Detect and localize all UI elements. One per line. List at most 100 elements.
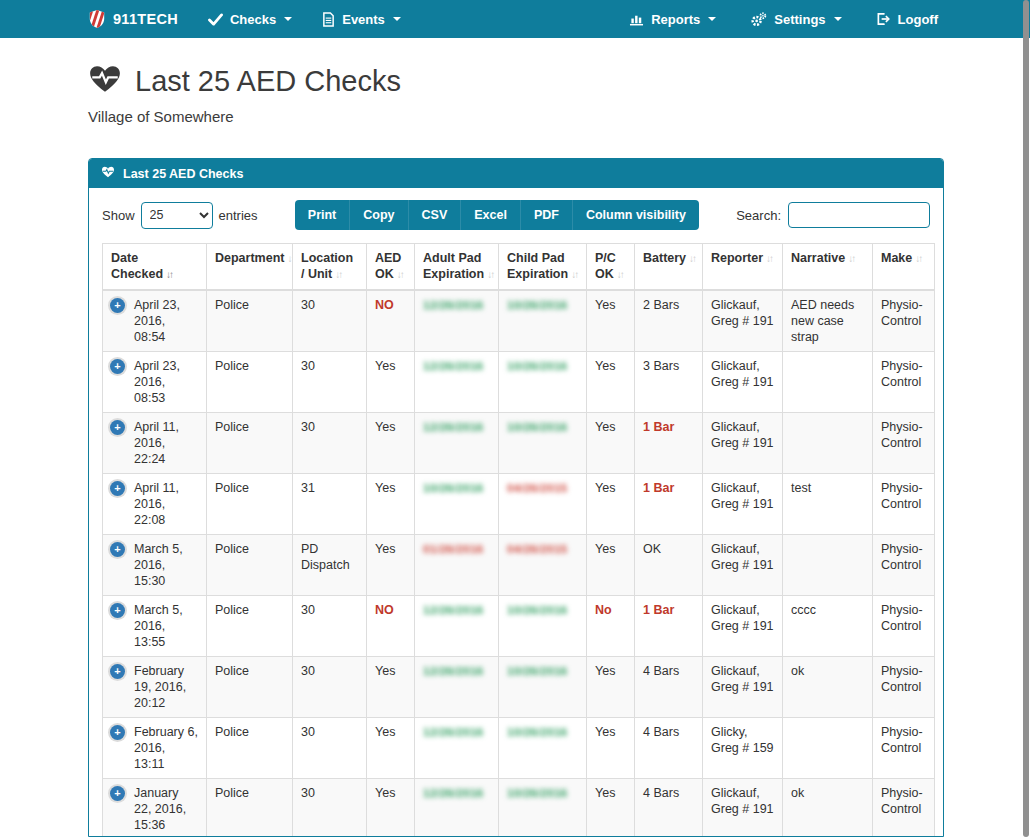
cell-narrative: ok	[783, 779, 873, 837]
plus-circle-icon[interactable]: +	[110, 420, 125, 435]
cell-date-checked: +April 11, 2016, 22:24	[103, 413, 207, 474]
cell-location-unit: PD Dispatch	[293, 535, 367, 596]
battery-value: 1 Bar	[643, 420, 674, 434]
dt-button-excel[interactable]: Excel	[460, 200, 520, 230]
cell-reporter: Glickauf, Greg # 191	[703, 535, 783, 596]
aed-ok-value: Yes	[375, 786, 395, 800]
cell-make: Physio-Control	[873, 779, 935, 837]
table-header-row: Date Checked↓↑Department↓↑Location / Uni…	[103, 244, 935, 291]
battery-value: 4 Bars	[643, 786, 679, 800]
chevron-down-icon	[393, 17, 401, 21]
brand-link[interactable]: 911TECH	[88, 9, 178, 29]
column-header-narrative[interactable]: Narrative↓↑	[783, 244, 873, 291]
dt-button-print[interactable]: Print	[295, 200, 349, 230]
aed-ok-value: Yes	[375, 542, 395, 556]
column-header-date-checked[interactable]: Date Checked↓↑	[103, 244, 207, 291]
nav-settings[interactable]: Settings	[750, 12, 841, 27]
battery-value: 1 Bar	[643, 481, 674, 495]
battery-value: 4 Bars	[643, 664, 679, 678]
pc-ok-value: Yes	[595, 420, 615, 434]
nav-checks-label: Checks	[230, 12, 276, 27]
heart-pulse-icon	[88, 64, 122, 98]
column-header-pc-ok[interactable]: P/C OK↓↑	[587, 244, 635, 291]
cell-child-pad-expiration: 10/26/2016	[499, 290, 587, 352]
cell-location-unit: 30	[293, 779, 367, 837]
column-header-reporter[interactable]: Reporter↓↑	[703, 244, 783, 291]
aed-ok-value: Yes	[375, 359, 395, 373]
plus-circle-icon[interactable]: +	[110, 542, 125, 557]
brand-label: 911TECH	[113, 11, 178, 27]
nav-reports[interactable]: Reports	[629, 12, 716, 27]
plus-circle-icon[interactable]: +	[110, 664, 125, 679]
date-checked-value: March 5, 2016, 15:30	[134, 542, 183, 588]
cell-location-unit: 30	[293, 352, 367, 413]
cell-date-checked: +April 23, 2016, 08:54	[103, 290, 207, 352]
table-row: +March 5, 2016, 13:55Police30NO12/26/201…	[103, 596, 935, 657]
cell-narrative	[783, 413, 873, 474]
column-header-department[interactable]: Department↓↑	[207, 244, 293, 291]
child-pad-date: 10/26/2016	[507, 421, 568, 433]
cell-aed-ok: Yes	[367, 535, 415, 596]
nav-events[interactable]: Events	[322, 12, 401, 27]
child-pad-date: 10/26/2016	[507, 787, 568, 799]
child-pad-date: 04/26/2015	[507, 482, 568, 494]
cell-date-checked: +April 23, 2016, 08:53	[103, 352, 207, 413]
plus-circle-icon[interactable]: +	[110, 298, 125, 313]
chevron-down-icon	[708, 17, 716, 21]
cell-location-unit: 30	[293, 413, 367, 474]
plus-circle-icon[interactable]: +	[110, 725, 125, 740]
column-header-child-pad-expiration[interactable]: Child Pad Expiration↓↑	[499, 244, 587, 291]
heart-pulse-icon	[101, 166, 115, 181]
cell-location-unit: 30	[293, 596, 367, 657]
cell-reporter: Glickauf, Greg # 191	[703, 596, 783, 657]
cell-reporter: Glickauf, Greg # 191	[703, 413, 783, 474]
aed-ok-value: NO	[375, 603, 394, 617]
dt-button-pdf[interactable]: PDF	[520, 200, 572, 230]
adult-pad-date: 12/26/2016	[423, 604, 484, 616]
plus-circle-icon[interactable]: +	[110, 786, 125, 801]
cell-pc-ok: Yes	[587, 290, 635, 352]
column-header-aed-ok[interactable]: AED OK↓↑	[367, 244, 415, 291]
cell-make: Physio-Control	[873, 290, 935, 352]
aed-checks-table: Date Checked↓↑Department↓↑Location / Uni…	[102, 243, 935, 837]
cell-make: Physio-Control	[873, 352, 935, 413]
table-row: +January 22, 2016, 15:36Police30Yes12/26…	[103, 779, 935, 837]
vertical-scrollbar[interactable]	[1023, 0, 1029, 837]
cell-department: Police	[207, 413, 293, 474]
cell-department: Police	[207, 290, 293, 352]
plus-circle-icon[interactable]: +	[110, 603, 125, 618]
table-row: +February 19, 2016, 20:12Police30Yes12/2…	[103, 657, 935, 718]
plus-circle-icon[interactable]: +	[110, 359, 125, 374]
column-header-make[interactable]: Make↓↑	[873, 244, 935, 291]
bar-chart-icon	[629, 12, 644, 26]
cell-make: Physio-Control	[873, 413, 935, 474]
shield-logo-icon	[88, 9, 106, 29]
check-icon	[208, 13, 223, 26]
nav-logoff[interactable]: Logoff	[876, 12, 938, 27]
nav-checks[interactable]: Checks	[208, 12, 292, 27]
dt-button-csv[interactable]: CSV	[408, 200, 461, 230]
cell-department: Police	[207, 657, 293, 718]
cell-adult-pad-expiration: 12/26/2016	[415, 352, 499, 413]
cell-narrative: AED needs new case strap	[783, 290, 873, 352]
column-header-adult-pad-expiration[interactable]: Adult Pad Expiration↓↑	[415, 244, 499, 291]
cell-pc-ok: Yes	[587, 779, 635, 837]
date-checked-value: February 19, 2016, 20:12	[134, 664, 186, 710]
cell-department: Police	[207, 474, 293, 535]
dt-button-copy[interactable]: Copy	[349, 200, 407, 230]
page-title: Last 25 AED Checks	[135, 65, 401, 98]
adult-pad-date: 12/26/2016	[423, 299, 484, 311]
panel-header: Last 25 AED Checks	[89, 159, 943, 188]
search-input[interactable]	[788, 202, 930, 228]
dt-button-column-visibility[interactable]: Column visibility	[572, 200, 699, 230]
plus-circle-icon[interactable]: +	[110, 481, 125, 496]
show-label: Show	[102, 208, 135, 223]
column-header-battery[interactable]: Battery↓↑	[635, 244, 703, 291]
column-header-location-unit[interactable]: Location / Unit↓↑	[293, 244, 367, 291]
cell-date-checked: +March 5, 2016, 13:55	[103, 596, 207, 657]
page-length-select[interactable]: 25	[141, 202, 213, 229]
cell-make: Physio-Control	[873, 718, 935, 779]
cell-department: Police	[207, 718, 293, 779]
cell-date-checked: + February 19, 2016, 20:12	[103, 657, 207, 718]
top-navbar: 911TECH Checks Events	[0, 0, 1030, 38]
